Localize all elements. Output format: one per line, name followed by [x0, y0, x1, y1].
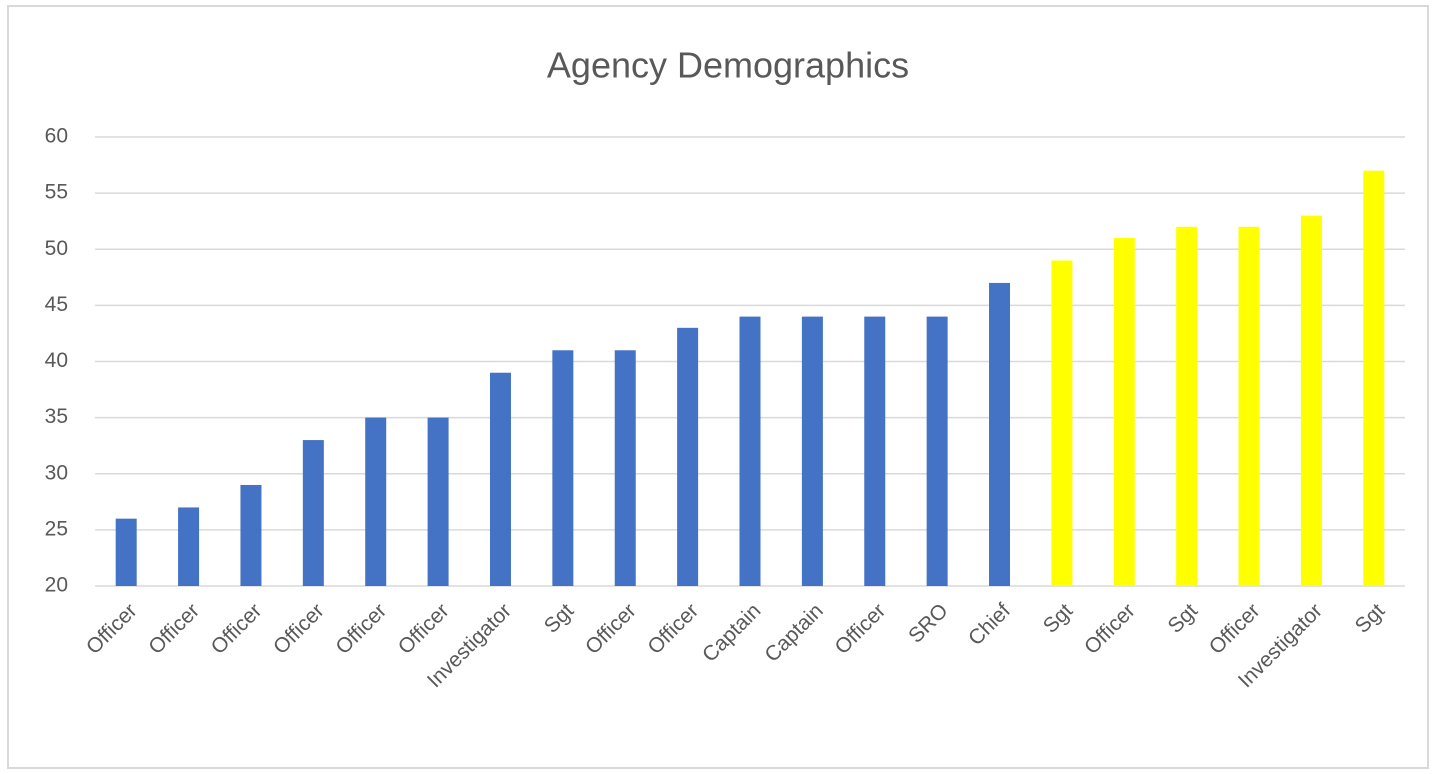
y-tick-label: 35	[45, 405, 68, 428]
bar	[739, 316, 761, 586]
bar	[427, 417, 449, 586]
bar	[614, 350, 636, 586]
bar	[677, 327, 699, 586]
bar	[989, 282, 1011, 586]
bar	[801, 316, 823, 586]
y-tick-label: 25	[45, 517, 68, 540]
bar	[1113, 238, 1135, 586]
bar	[926, 316, 948, 586]
y-tick-label: 40	[45, 349, 68, 372]
y-tick-label: 55	[45, 181, 68, 204]
chart-title: Agency Demographics	[547, 45, 909, 86]
y-tick-label: 60	[45, 125, 68, 148]
y-tick-label: 45	[45, 293, 68, 316]
bar	[1363, 170, 1385, 587]
bar	[489, 372, 511, 586]
y-tick-label: 30	[45, 461, 68, 484]
bar	[1176, 226, 1198, 587]
bar	[302, 440, 324, 586]
y-tick-label: 50	[45, 237, 68, 260]
bar	[1300, 215, 1322, 586]
bar	[552, 350, 574, 586]
bar	[1051, 260, 1073, 586]
bar	[240, 484, 262, 586]
bar	[178, 507, 200, 586]
y-tick-label: 20	[45, 574, 68, 597]
bar	[1238, 226, 1260, 587]
bar	[115, 518, 137, 586]
bar	[864, 316, 886, 586]
bar	[365, 417, 387, 586]
